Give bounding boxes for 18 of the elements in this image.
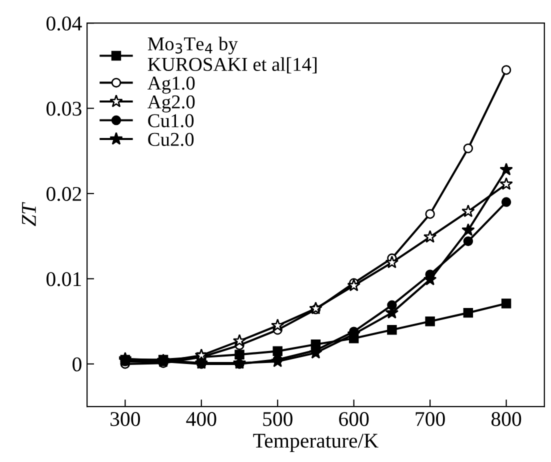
x-tick-label: 400 — [186, 412, 216, 426]
x-tick-label: 700 — [416, 412, 445, 426]
y-tick-label: 0.01 — [46, 272, 81, 286]
x-tick-label: 800 — [491, 412, 522, 426]
y-tick-label: 0.02 — [46, 186, 82, 202]
y-tick-label: 0 — [72, 357, 82, 372]
legend-label: Ag2.0 — [148, 95, 195, 112]
legend-label: Mo$_{3}$Te$_{4}$ by KUROSAKI et al[14] — [148, 36, 317, 74]
x-tick-label: 600 — [339, 412, 369, 426]
legend-label: Cu2.0 — [148, 132, 194, 146]
x-tick-label: 500 — [263, 412, 292, 426]
y-tick-label: 0.03 — [46, 102, 82, 116]
x-axis-title: Temperature/K — [253, 434, 378, 452]
legend-label: Cu1.0 — [148, 114, 194, 128]
x-tick-label: 300 — [110, 412, 140, 426]
y-axis-title: ZT — [22, 202, 36, 226]
legend-label: Ag1.0 — [148, 76, 195, 94]
y-tick-label: 0.04 — [46, 16, 82, 31]
